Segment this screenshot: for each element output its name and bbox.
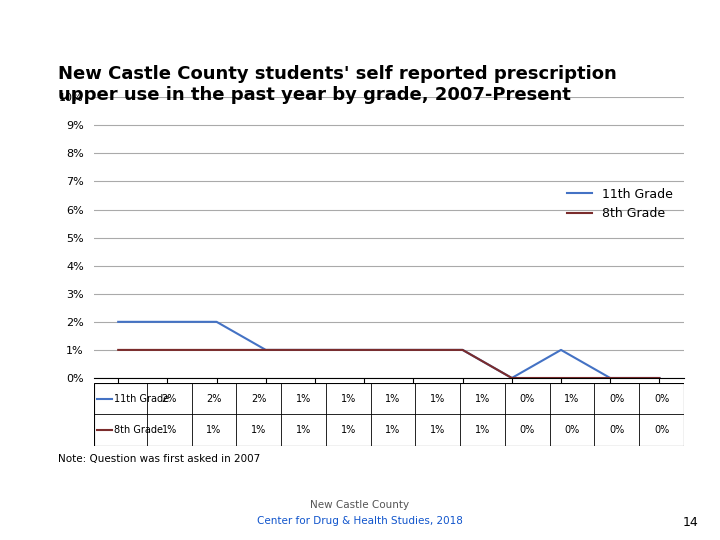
Text: 2%: 2% bbox=[206, 394, 222, 404]
Text: 11th Grade: 11th Grade bbox=[114, 394, 169, 404]
Text: 2%: 2% bbox=[161, 394, 177, 404]
Text: 0%: 0% bbox=[609, 394, 624, 404]
Text: New Castle County students' self reported prescription
upper use in the past yea: New Castle County students' self reporte… bbox=[58, 65, 616, 104]
Text: 0%: 0% bbox=[654, 394, 669, 404]
Legend: 11th Grade, 8th Grade: 11th Grade, 8th Grade bbox=[562, 183, 678, 225]
Text: 1%: 1% bbox=[430, 425, 446, 435]
Text: 0%: 0% bbox=[654, 425, 669, 435]
Text: 1%: 1% bbox=[385, 394, 400, 404]
Text: New Castle County: New Castle County bbox=[310, 500, 410, 510]
Text: 1%: 1% bbox=[564, 394, 580, 404]
Text: 0%: 0% bbox=[520, 425, 535, 435]
Text: 0%: 0% bbox=[520, 394, 535, 404]
Text: Note: Question was first asked in 2007: Note: Question was first asked in 2007 bbox=[58, 454, 260, 464]
Text: 14: 14 bbox=[683, 516, 698, 529]
Text: 1%: 1% bbox=[475, 394, 490, 404]
Text: 0%: 0% bbox=[609, 425, 624, 435]
Text: 1%: 1% bbox=[475, 425, 490, 435]
Text: 0%: 0% bbox=[564, 425, 580, 435]
Text: 1%: 1% bbox=[296, 394, 311, 404]
Text: Center for Drug & Health Studies, 2018: Center for Drug & Health Studies, 2018 bbox=[257, 516, 463, 526]
Text: 1%: 1% bbox=[161, 425, 176, 435]
Text: 8th Grade: 8th Grade bbox=[114, 425, 163, 435]
Text: 1%: 1% bbox=[251, 425, 266, 435]
Text: 1%: 1% bbox=[430, 394, 446, 404]
Text: 1%: 1% bbox=[206, 425, 222, 435]
Text: 1%: 1% bbox=[385, 425, 400, 435]
Text: 1%: 1% bbox=[341, 394, 356, 404]
FancyBboxPatch shape bbox=[94, 383, 684, 446]
Text: 1%: 1% bbox=[296, 425, 311, 435]
Text: 2%: 2% bbox=[251, 394, 266, 404]
Text: 1%: 1% bbox=[341, 425, 356, 435]
